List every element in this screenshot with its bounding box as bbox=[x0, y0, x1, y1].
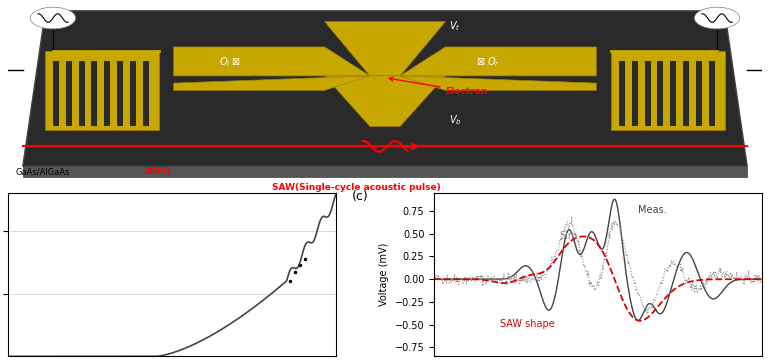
Meas. bbox=[585, 231, 594, 235]
SAW shape bbox=[608, 271, 617, 276]
SAW shape bbox=[700, 278, 709, 282]
Bar bbox=[45, 51, 159, 130]
Sim. bbox=[625, 265, 634, 269]
Sim. bbox=[586, 283, 595, 287]
Line: Sim.: Sim. bbox=[434, 216, 762, 314]
Bar bbox=[53, 62, 59, 126]
Meas. bbox=[430, 277, 439, 282]
Polygon shape bbox=[23, 11, 747, 166]
Meas. bbox=[751, 277, 760, 282]
Meas. bbox=[758, 277, 767, 282]
Polygon shape bbox=[174, 47, 370, 76]
Circle shape bbox=[30, 7, 75, 29]
Sim. bbox=[567, 214, 576, 219]
Text: (c): (c) bbox=[352, 190, 369, 203]
Text: $\boxtimes$ $O_r$: $\boxtimes$ $O_r$ bbox=[476, 55, 500, 69]
Bar bbox=[696, 62, 702, 126]
Text: 2DEG: 2DEG bbox=[143, 167, 171, 176]
Text: Sim.: Sim. bbox=[559, 231, 581, 241]
Bar bbox=[92, 62, 98, 126]
Bar bbox=[611, 51, 725, 130]
Circle shape bbox=[695, 7, 740, 29]
Sim. bbox=[430, 276, 439, 280]
Bar bbox=[117, 62, 123, 126]
Meas. bbox=[610, 197, 619, 201]
SAW shape bbox=[635, 319, 644, 323]
Meas. bbox=[634, 318, 643, 323]
SAW shape bbox=[579, 234, 588, 239]
Polygon shape bbox=[400, 47, 596, 76]
SAW shape bbox=[588, 237, 598, 242]
Bar bbox=[683, 62, 689, 126]
Polygon shape bbox=[400, 76, 596, 90]
Bar bbox=[65, 62, 72, 126]
Bar bbox=[708, 62, 715, 126]
Text: SAW(Single-cycle acoustic pulse): SAW(Single-cycle acoustic pulse) bbox=[272, 183, 440, 192]
Meas. bbox=[607, 204, 616, 208]
Bar bbox=[631, 62, 638, 126]
Meas. bbox=[588, 230, 597, 234]
Sim. bbox=[700, 285, 709, 290]
Line: Meas.: Meas. bbox=[434, 199, 762, 320]
Bar bbox=[670, 62, 676, 126]
Sim. bbox=[608, 228, 617, 232]
Sim. bbox=[758, 281, 767, 285]
Bar bbox=[104, 62, 110, 126]
Sim. bbox=[751, 275, 760, 279]
Bar bbox=[142, 62, 149, 126]
SAW shape bbox=[758, 277, 767, 282]
Text: GaAs/AlGaAs: GaAs/AlGaAs bbox=[15, 167, 70, 176]
Text: $V_b$: $V_b$ bbox=[449, 113, 462, 127]
Polygon shape bbox=[23, 166, 747, 177]
Text: SAW shape: SAW shape bbox=[500, 319, 554, 329]
Bar bbox=[658, 62, 664, 126]
Sim. bbox=[588, 284, 598, 289]
Text: Electron: Electron bbox=[390, 77, 487, 96]
Polygon shape bbox=[325, 76, 445, 126]
Bar bbox=[79, 62, 85, 126]
Bar bbox=[130, 62, 136, 126]
Text: Meas.: Meas. bbox=[638, 204, 666, 215]
Polygon shape bbox=[174, 76, 370, 90]
Y-axis label: Voltage (mV): Voltage (mV) bbox=[379, 243, 389, 306]
Sim. bbox=[643, 312, 652, 316]
Meas. bbox=[700, 287, 709, 291]
Polygon shape bbox=[325, 22, 445, 76]
SAW shape bbox=[586, 236, 595, 240]
Bar bbox=[619, 62, 625, 126]
Bar bbox=[644, 62, 651, 126]
Text: $V_t$: $V_t$ bbox=[449, 19, 460, 33]
Meas. bbox=[625, 296, 634, 301]
SAW shape bbox=[751, 277, 760, 282]
SAW shape bbox=[430, 277, 439, 282]
Line: SAW shape: SAW shape bbox=[434, 237, 762, 321]
Text: $O_l$ $\boxtimes$: $O_l$ $\boxtimes$ bbox=[219, 55, 241, 69]
SAW shape bbox=[625, 312, 634, 316]
